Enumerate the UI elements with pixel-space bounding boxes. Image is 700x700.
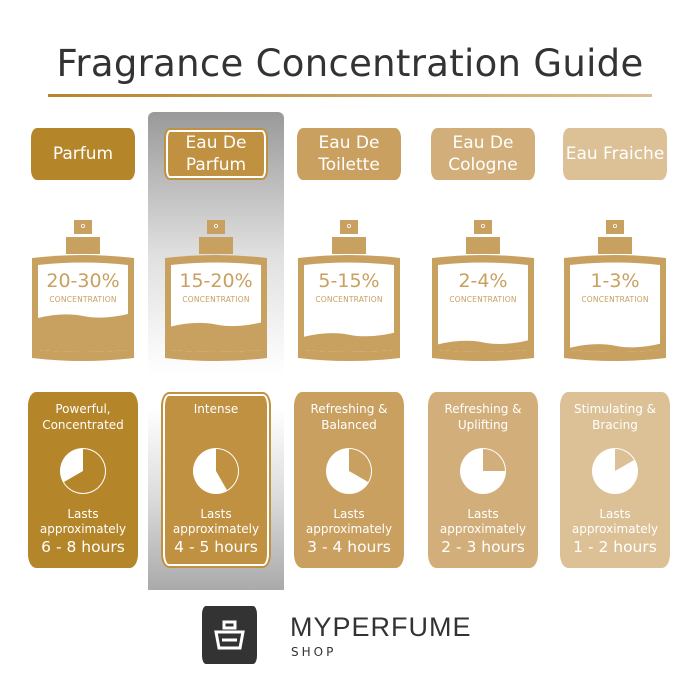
brand-logo-icon	[202, 606, 257, 664]
hours-value: 3 - 4 hours	[307, 538, 391, 556]
brand-name: MYPERFUME	[290, 612, 472, 642]
concentration-label: CONCENTRATION	[581, 295, 649, 304]
concentration-percent: 2-4%	[458, 270, 508, 292]
bottle-icon	[165, 220, 267, 361]
type-header: Eau De Toilette	[297, 128, 401, 180]
pie-wedge	[615, 449, 635, 471]
concentration-percent: 15-20%	[179, 270, 253, 292]
clock-pie-icon	[60, 448, 106, 494]
longevity-card: Stimulating & Bracing Lasts approximatel…	[560, 392, 670, 568]
pie-wedge	[483, 449, 505, 471]
concentration-percent: 1-3%	[590, 270, 640, 292]
longevity-card: Refreshing & Uplifting Lasts approximate…	[428, 392, 538, 568]
fill-level	[570, 343, 660, 352]
bottle-icon	[564, 220, 666, 361]
hours-value: 1 - 2 hours	[573, 538, 657, 556]
hours-value: 2 - 3 hours	[441, 538, 525, 556]
concentration-percent: 20-30%	[46, 270, 120, 292]
brand-sub: SHOP	[291, 645, 337, 659]
type-name: Eau De Toilette	[318, 133, 380, 175]
lasts-label: Lasts approximately	[439, 507, 527, 536]
column-1: Eau De Parfum 15-20% CONCENTRATION Inten…	[156, 0, 276, 700]
type-name: Parfum	[52, 144, 114, 164]
lasts-label: Lasts approximately	[172, 507, 260, 536]
type-header: Eau De Parfum	[164, 128, 268, 180]
scent-description: Stimulating & Bracing	[573, 402, 657, 432]
type-name: Eau De Cologne	[448, 133, 518, 175]
column-2: Eau De Toilette 5-15% CONCENTRATION Refr…	[289, 0, 409, 700]
type-name: Eau De Parfum	[185, 133, 247, 175]
scent-description: Intense	[193, 402, 239, 416]
lasts-label: Lasts approximately	[571, 507, 659, 536]
pie-wedge	[216, 449, 239, 491]
hours-value: 6 - 8 hours	[41, 538, 125, 556]
fill-level	[171, 322, 261, 352]
clock-pie-icon	[193, 448, 239, 494]
longevity-card: Refreshing & Balanced Lasts approximatel…	[294, 392, 404, 568]
bottle-icon	[298, 220, 400, 361]
type-header: Eau Fraiche	[563, 128, 667, 180]
concentration-percent: 5-15%	[318, 270, 380, 292]
fill-level	[438, 340, 528, 352]
column-3: Eau De Cologne 2-4% CONCENTRATION Refres…	[423, 0, 543, 700]
concentration-label: CONCENTRATION	[49, 295, 117, 304]
bottle-icon	[32, 220, 134, 361]
lasts-label: Lasts approximately	[39, 507, 127, 536]
type-header: Eau De Cologne	[431, 128, 535, 180]
fill-level	[304, 332, 394, 352]
pie-wedge	[349, 449, 372, 482]
fill-level	[38, 314, 128, 352]
clock-pie-icon	[592, 448, 638, 494]
column-4: Eau Fraiche 1-3% CONCENTRATION Stimulati…	[555, 0, 675, 700]
scent-description: Refreshing & Balanced	[310, 402, 388, 432]
longevity-card: Intense Lasts approximately 4 - 5 hours	[161, 392, 271, 568]
clock-pie-icon	[460, 448, 506, 494]
longevity-card: Powerful, Concentrated Lasts approximate…	[28, 392, 138, 568]
concentration-label: CONCENTRATION	[182, 295, 250, 304]
scent-description: Refreshing & Uplifting	[444, 402, 522, 432]
page-title: Fragrance Concentration Guide	[56, 42, 644, 85]
concentration-label: CONCENTRATION	[449, 295, 517, 304]
type-name: Eau Fraiche	[565, 144, 665, 164]
clock-pie-icon	[326, 448, 372, 494]
bottle-icon	[432, 220, 534, 361]
type-header: Parfum	[31, 128, 135, 180]
column-0: Parfum 20-30% CONCENTRATION Powerful, Co…	[23, 0, 143, 700]
title-divider	[48, 94, 652, 97]
pie-wedge	[63, 449, 105, 493]
scent-description: Powerful, Concentrated	[42, 402, 124, 432]
hours-value: 4 - 5 hours	[174, 538, 258, 556]
lasts-label: Lasts approximately	[305, 507, 393, 536]
concentration-label: CONCENTRATION	[315, 295, 383, 304]
